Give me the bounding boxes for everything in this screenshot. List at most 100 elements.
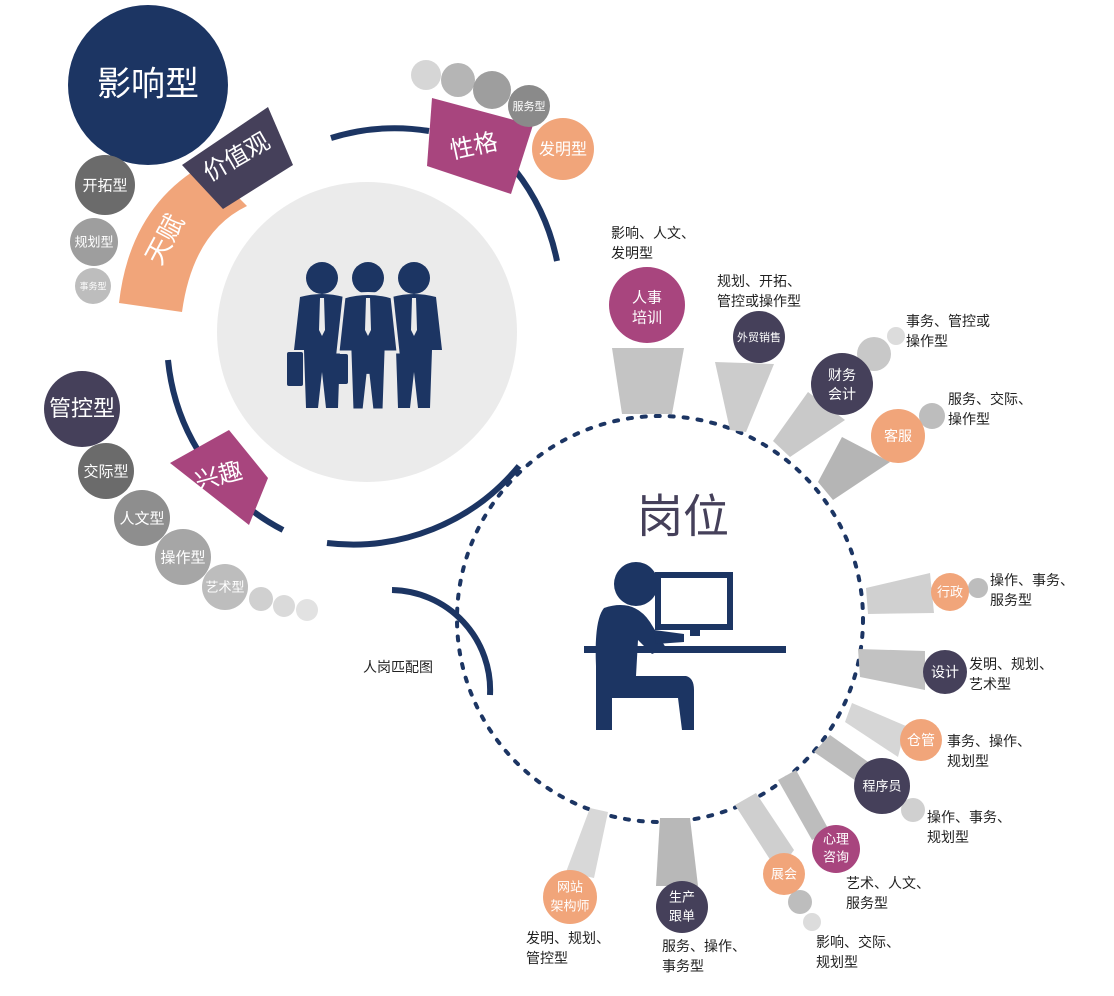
job-title: 岗位: [637, 490, 729, 544]
note-expo-line2: 规划型: [816, 955, 858, 971]
bubble-operate: [155, 529, 211, 585]
position-finance-line2: 会计: [828, 387, 856, 403]
position-foreign-trade-label: 外贸销售: [737, 330, 781, 344]
bubble-plan: [70, 218, 118, 266]
note-web-line2: 管控型: [526, 951, 568, 967]
bubble-invent-label: 发明型: [539, 140, 587, 159]
position-warehouse: [900, 719, 942, 761]
job-positions: 人事 培训 外贸销售 财务 会计 客服 行政 设计 仓管 程序员 心理 咨询 展…: [543, 267, 969, 933]
values-band: [182, 107, 293, 209]
note-production-line2: 事务型: [662, 959, 704, 975]
matching-arc: [391, 587, 494, 696]
factor-talent: 天赋: [119, 164, 247, 312]
bubble-dot-2: [441, 63, 475, 97]
position-design-label: 设计: [931, 665, 959, 681]
dot-admin: [968, 578, 988, 598]
note-expo-line1: 影响、交际、: [816, 934, 900, 951]
position-admin-label: 行政: [937, 586, 963, 601]
position-psychology-line1: 心理: [823, 833, 849, 848]
position-admin: [931, 573, 969, 611]
interest-type-bubbles: 管控型 交际型 人文型 操作型 艺术型: [44, 371, 318, 621]
matching-label: 人岗匹配图: [363, 660, 433, 676]
position-programmer-label: 程序员: [862, 780, 901, 795]
position-psychology: [812, 825, 860, 873]
bubble-affairs: [75, 268, 111, 304]
bubble-dot-6: [296, 599, 318, 621]
segment-cs: [818, 437, 890, 500]
note-warehouse-line2: 规划型: [947, 754, 989, 770]
bubble-service-label: 服务型: [513, 99, 546, 113]
segment-trade: [715, 362, 774, 432]
bubble-humanities-label: 人文型: [119, 510, 164, 528]
note-programmer-line1: 操作、事务、: [927, 810, 1011, 826]
note-finance-line1: 事务、管控或: [906, 314, 990, 330]
note-design-line1: 发明、规划、: [969, 657, 1053, 673]
talent-type-bubbles: 影响型 开拓型 规划型 事务型: [68, 5, 228, 304]
position-customer-service: [871, 409, 925, 463]
segment-programmer: [814, 735, 871, 783]
dot-expo-2: [803, 913, 821, 931]
position-finance-line1: 财务: [828, 368, 856, 384]
bubble-social: [78, 443, 134, 499]
job-decor-dots: [788, 327, 988, 931]
dot-finance-2: [887, 327, 905, 345]
bubble-humanities: [114, 490, 170, 546]
position-production-line2: 跟单: [669, 910, 695, 925]
note-trade-line2: 管控或操作型: [717, 294, 801, 310]
segment-hr: [612, 348, 684, 414]
note-admin-line1: 操作、事务、: [990, 573, 1074, 589]
bubble-art-label: 艺术型: [205, 581, 244, 596]
note-programmer-line2: 规划型: [927, 830, 969, 846]
bubble-art: [202, 564, 248, 610]
note-cs-line1: 服务、交际、: [948, 391, 1032, 408]
note-warehouse-line1: 事务、操作、: [947, 734, 1031, 750]
ring-arc-right: [512, 168, 560, 262]
position-web-architect-line2: 架构师: [550, 900, 589, 915]
bubble-influence-label: 影响型: [97, 65, 199, 105]
segment-psychology: [778, 770, 830, 840]
position-finance: [811, 353, 873, 415]
note-cs-line2: 操作型: [948, 412, 990, 428]
factor-interest: 兴趣: [170, 430, 268, 525]
note-design-line2: 艺术型: [969, 677, 1011, 693]
factor-values: 价值观: [182, 107, 293, 209]
bubble-dot-4: [249, 587, 273, 611]
segment-design: [858, 649, 925, 690]
talent-band: [119, 164, 247, 312]
note-hr-line2: 发明型: [611, 246, 653, 262]
personality-type-bubbles: 服务型 发明型: [411, 60, 594, 180]
ring-arc-bottom: [326, 464, 522, 548]
position-warehouse-label: 仓管: [907, 733, 935, 749]
segment-production: [656, 818, 698, 886]
position-type-notes: 影响、人文、 发明型 规划、开拓、 管控或操作型 事务、管控或 操作型 服务、交…: [526, 226, 1074, 975]
bubble-explore: [75, 155, 135, 215]
position-design: [923, 650, 967, 694]
segment-warehouse: [845, 703, 906, 757]
position-programmer: [854, 758, 910, 814]
bubble-dot-5: [273, 595, 295, 617]
office-worker-icon: [584, 562, 786, 730]
bubble-service: [508, 85, 550, 127]
note-psychology-line2: 服务型: [846, 896, 888, 912]
position-psychology-line2: 咨询: [823, 851, 849, 866]
bubble-influence: [68, 5, 228, 165]
bubble-dot-3: [473, 71, 511, 109]
team-icon: [287, 262, 442, 412]
dot-finance-1: [857, 337, 891, 371]
personality-band: [427, 98, 533, 194]
bubble-control: [44, 371, 120, 447]
job-dotted-ring: [455, 414, 865, 824]
position-web-architect-line1: 网站: [557, 881, 583, 896]
position-customer-service-label: 客服: [884, 428, 912, 445]
ring-arc-top: [330, 125, 430, 141]
bubble-social-label: 交际型: [83, 463, 128, 481]
position-hr-training-line1: 人事: [632, 289, 662, 307]
dot-expo-1: [788, 890, 812, 914]
position-hr-training-line2: 培训: [632, 309, 662, 327]
bubble-operate-label: 操作型: [160, 549, 205, 567]
note-trade-line1: 规划、开拓、: [717, 274, 801, 290]
position-production-line1: 生产: [669, 891, 695, 906]
bubble-invent: [532, 118, 594, 180]
note-finance-line2: 操作型: [906, 334, 948, 350]
